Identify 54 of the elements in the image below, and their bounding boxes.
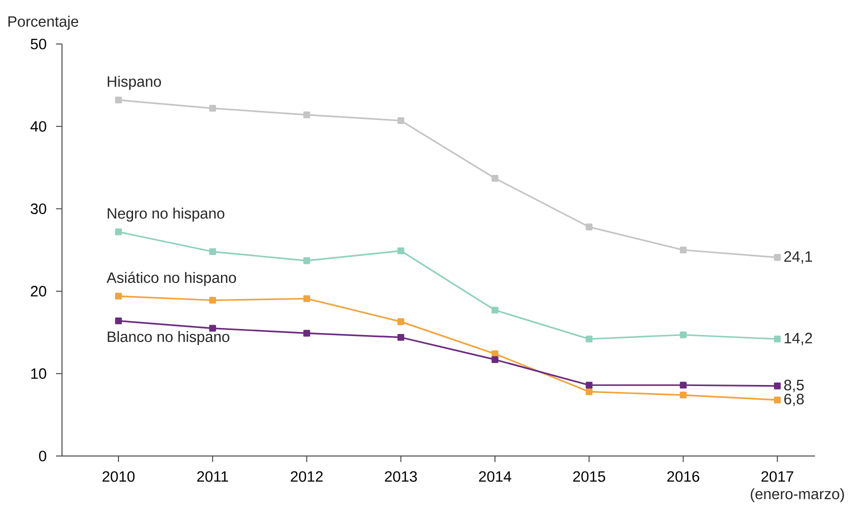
- x-tick-label: 2016: [667, 471, 700, 482]
- point: [680, 331, 687, 338]
- point: [115, 228, 122, 236]
- point: [115, 317, 122, 324]
- point: [209, 104, 216, 112]
- point: [115, 96, 122, 104]
- y-tick-label: 50: [30, 38, 46, 50]
- point: [774, 254, 781, 261]
- x-tick-label: 2014: [479, 471, 512, 482]
- point: [397, 334, 404, 341]
- point: [115, 292, 122, 300]
- series-label: Blanco no hispano: [108, 331, 230, 346]
- y-tick-label: 0: [39, 450, 46, 462]
- point: [397, 247, 404, 254]
- point: [774, 336, 781, 342]
- data-label: 24,1: [784, 251, 812, 264]
- point: [303, 257, 310, 264]
- point: [586, 388, 593, 396]
- data-label: 14,2: [784, 332, 812, 346]
- point: [586, 336, 593, 342]
- point: [492, 306, 498, 314]
- point: [209, 248, 216, 256]
- x-tick-label: 2010: [102, 471, 135, 482]
- x-tick-label: 2017: [761, 471, 794, 482]
- point: [209, 296, 216, 304]
- y-tick-label: 40: [30, 121, 46, 132]
- x-tick-label: 2013: [384, 471, 417, 482]
- data-label: 8,5: [784, 380, 804, 392]
- point: [303, 295, 310, 302]
- data-label: 6,8: [784, 394, 804, 406]
- x-tick-label: 2011: [197, 471, 228, 482]
- point: [680, 392, 687, 398]
- point: [397, 318, 404, 326]
- text: (enero-marzo): [750, 488, 844, 502]
- point: [680, 246, 687, 254]
- series-label: Negro no hispano: [108, 208, 224, 222]
- x-tick-label: 2015: [573, 471, 606, 482]
- series-label: Asiático no hispano: [106, 272, 236, 286]
- y-tick-label: 30: [30, 203, 46, 214]
- point: [586, 382, 593, 389]
- point: [492, 356, 498, 363]
- point: [303, 111, 310, 118]
- point: [774, 396, 781, 404]
- y-tick-label: 20: [30, 286, 46, 297]
- y-axis-title: Porcentaje: [8, 16, 78, 30]
- point: [397, 117, 404, 124]
- point: [680, 382, 687, 389]
- point: [303, 330, 310, 337]
- x-tick-label: 2012: [290, 471, 323, 482]
- y-tick-label: 10: [31, 368, 46, 379]
- point: [774, 382, 781, 390]
- series-label: Hispano: [108, 76, 161, 90]
- point: [586, 224, 593, 230]
- point: [492, 174, 498, 182]
